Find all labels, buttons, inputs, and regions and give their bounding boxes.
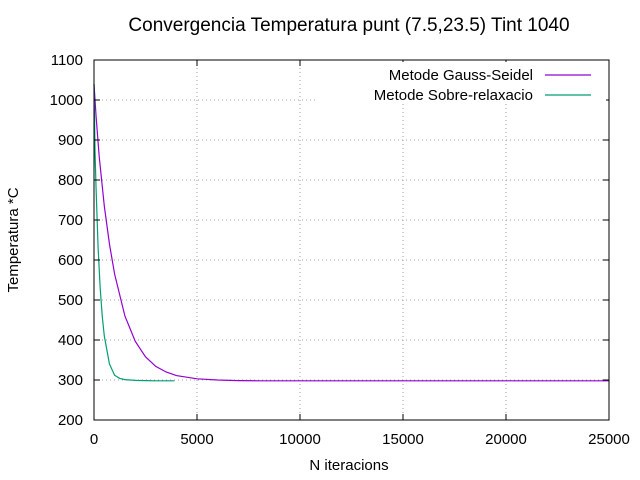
ticks bbox=[93, 59, 610, 421]
tick-labels: 0 5000 10000 15000 20000 25000 200 300 400 500 600… bbox=[50, 52, 630, 448]
legend: Metode Gauss-Seidel Metode Sobre-relaxaci… bbox=[318, 62, 606, 104]
series-layer bbox=[93, 83, 609, 382]
legend-label-1: Metode Gauss-Seidel bbox=[389, 67, 533, 84]
legend-label-2: Metode Sobre-relaxacio bbox=[374, 87, 533, 104]
y-axis-label: Temperatura *C bbox=[5, 187, 22, 292]
x-tick-label: 25000 bbox=[588, 431, 630, 448]
y-tick-label: 800 bbox=[58, 172, 83, 189]
grid bbox=[94, 60, 609, 420]
y-tick-label: 1100 bbox=[51, 52, 83, 69]
x-tick-label: 5000 bbox=[180, 431, 213, 448]
x-tick-label: 15000 bbox=[382, 431, 424, 448]
legend-background bbox=[318, 62, 606, 104]
y-tick-label: 1000 bbox=[50, 92, 83, 109]
y-tick-label: 300 bbox=[58, 372, 83, 389]
x-tick-label: 20000 bbox=[485, 431, 527, 448]
series-line-1 bbox=[93, 83, 609, 382]
x-axis-label: N iteracions bbox=[309, 457, 388, 474]
chart-title: Convergencia Temperatura punt (7.5,23.5)… bbox=[128, 15, 569, 36]
y-tick-label: 700 bbox=[58, 212, 83, 229]
y-tick-label: 600 bbox=[58, 252, 83, 269]
x-tick-label: 10000 bbox=[279, 431, 321, 448]
plot-frame bbox=[93, 59, 610, 421]
x-tick-label: 0 bbox=[90, 431, 98, 448]
series-line-2 bbox=[93, 83, 175, 382]
y-tick-label: 400 bbox=[58, 332, 83, 349]
y-tick-label: 500 bbox=[58, 292, 83, 309]
y-tick-label: 900 bbox=[58, 132, 83, 149]
y-tick-label: 200 bbox=[58, 412, 83, 429]
